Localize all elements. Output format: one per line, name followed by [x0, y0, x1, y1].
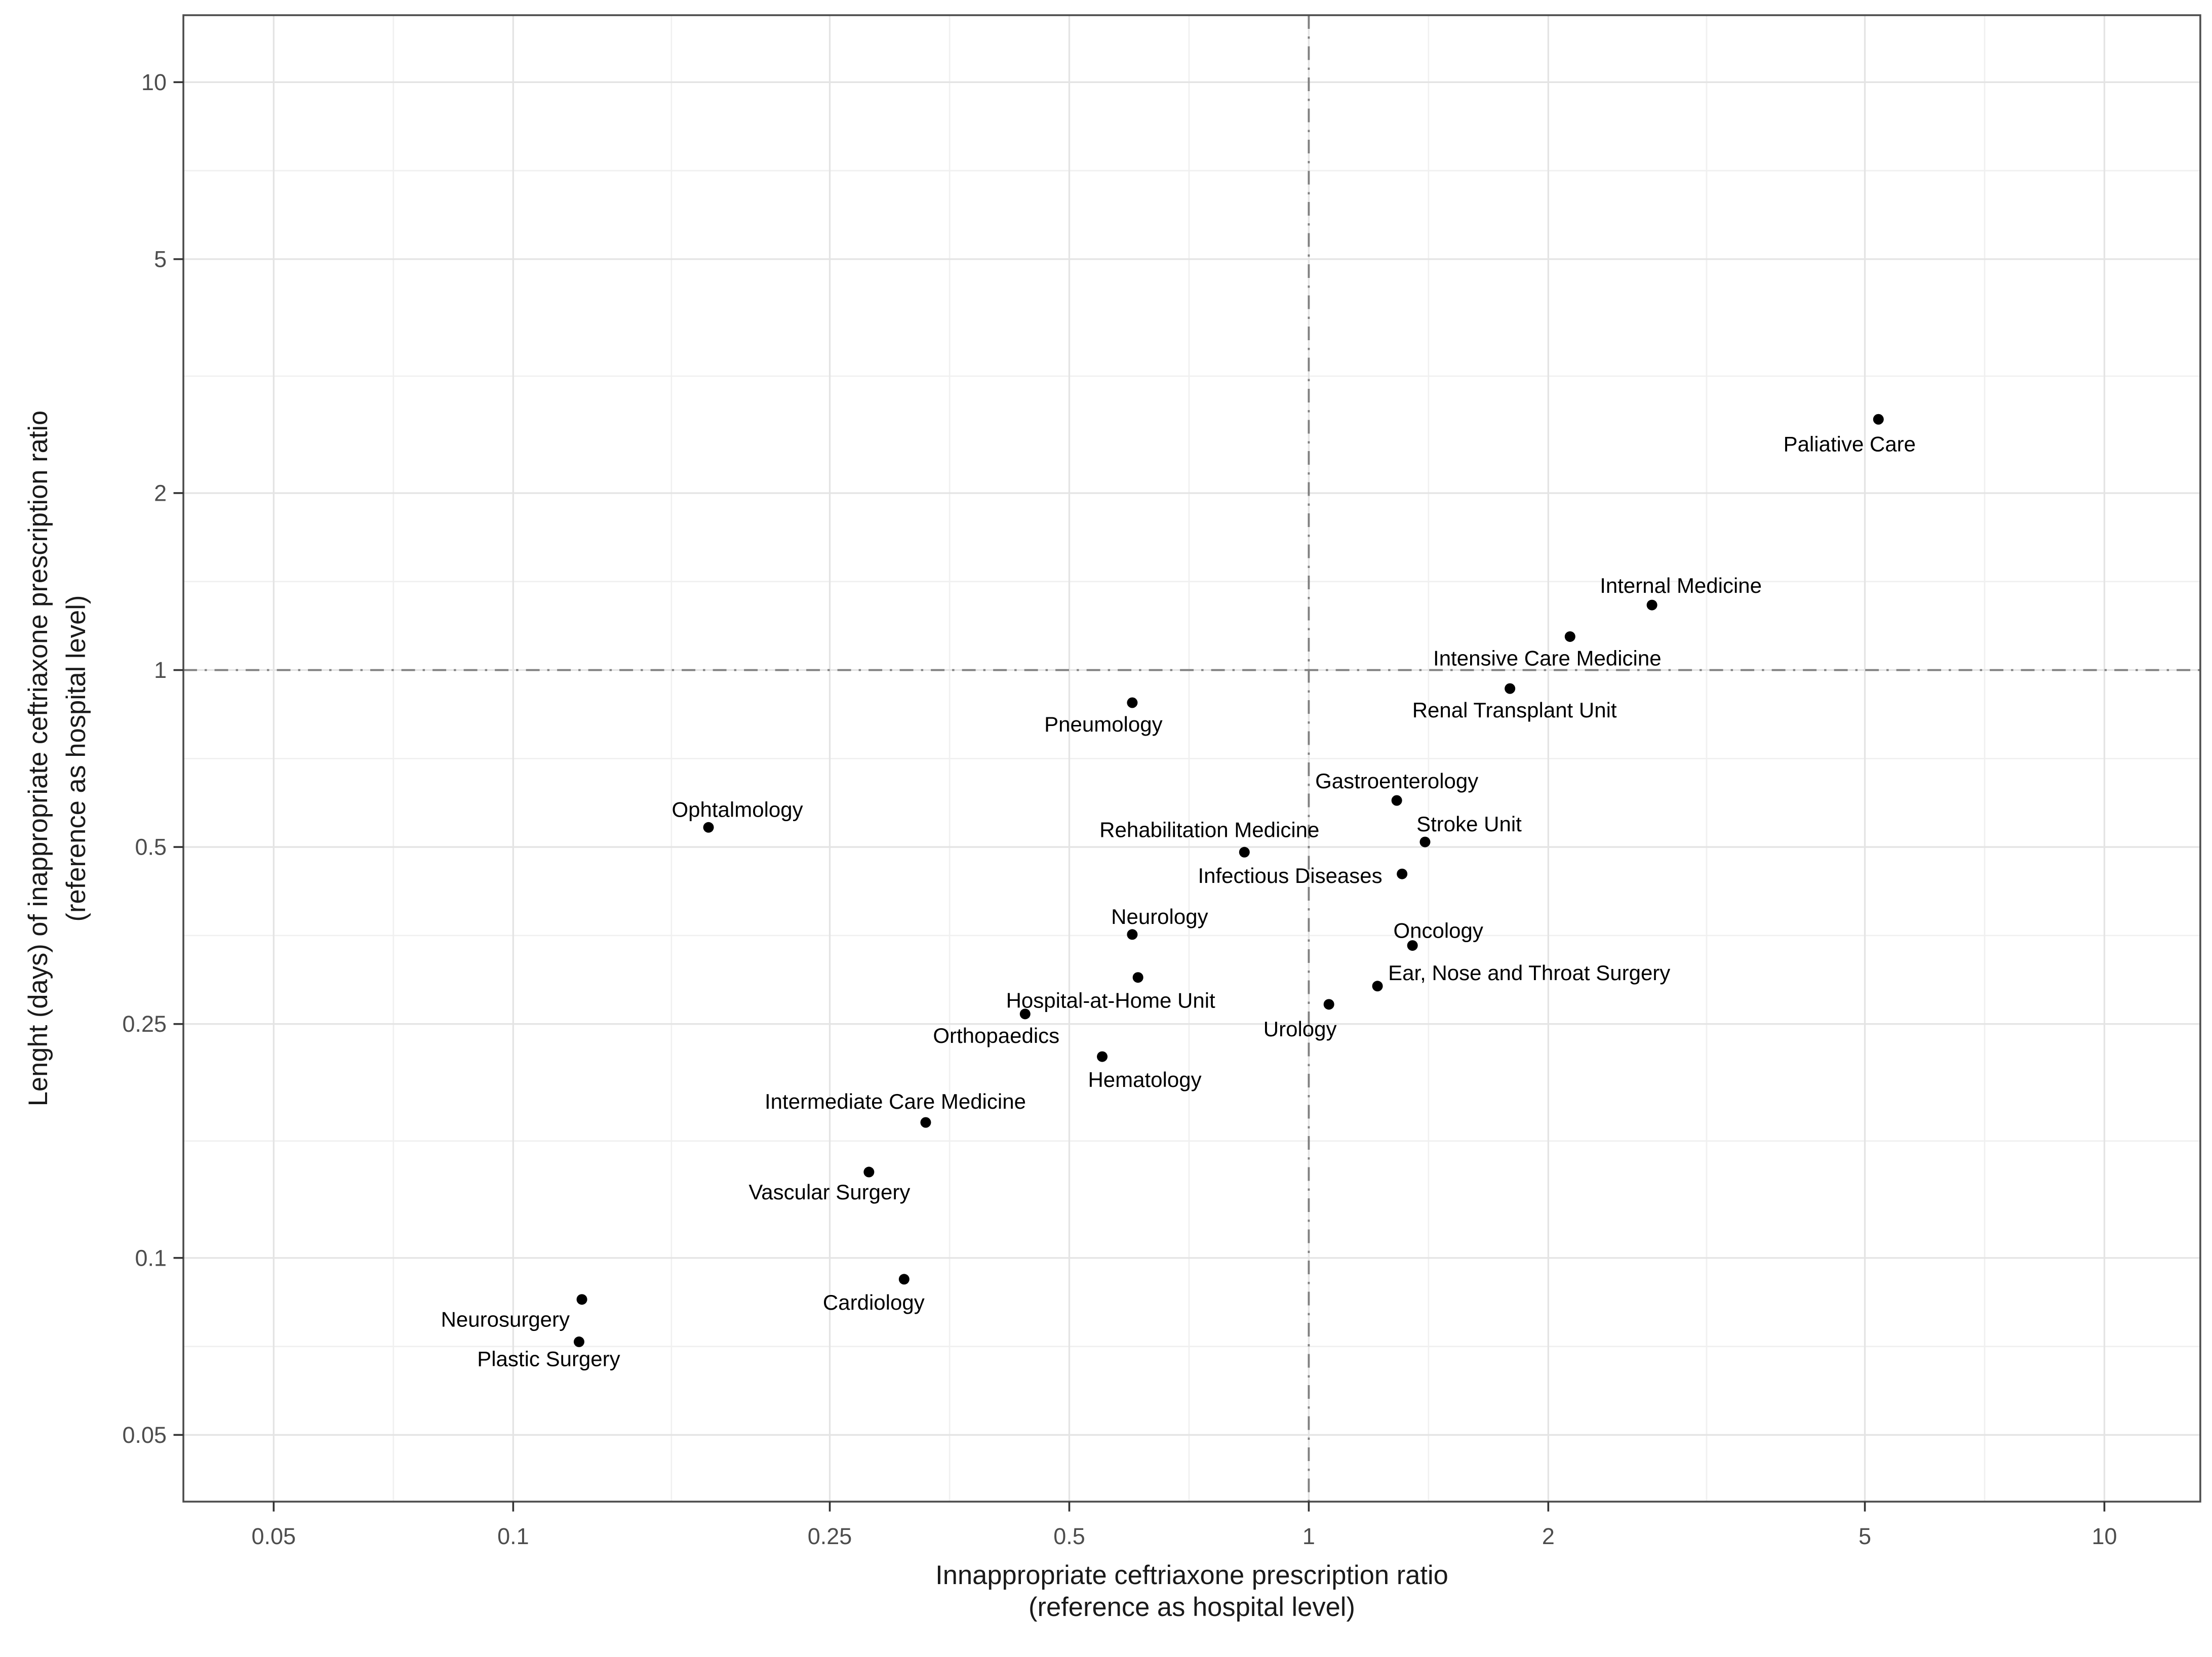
x-tick-label: 2 — [1542, 1523, 1555, 1549]
y-axis-title-line1: Lenght (days) of inappropriate ceftriaxo… — [23, 411, 53, 1107]
data-point-label: Plastic Surgery — [477, 1347, 620, 1370]
data-point-label: Neurosurgery — [441, 1308, 570, 1331]
data-point — [1391, 795, 1402, 806]
data-point-label: Renal Transplant Unit — [1412, 698, 1617, 722]
x-tick-label: 0.25 — [808, 1523, 852, 1549]
y-tick-label: 0.25 — [123, 1011, 167, 1037]
data-point — [1564, 631, 1575, 642]
x-axis-title-line2: (reference as hospital level) — [1029, 1592, 1355, 1622]
data-point — [1372, 981, 1383, 992]
data-point-label: Urology — [1263, 1017, 1337, 1041]
data-point — [1397, 868, 1408, 879]
data-point — [920, 1117, 931, 1128]
data-points — [573, 414, 1884, 1347]
data-point-label: Orthopaedics — [933, 1024, 1059, 1047]
y-tick-label: 5 — [154, 246, 167, 272]
data-point-label: Intermediate Care Medicine — [765, 1089, 1026, 1113]
data-point — [576, 1294, 587, 1305]
x-tick-label: 0.05 — [252, 1523, 296, 1549]
y-tick-label: 1 — [154, 657, 167, 683]
data-point-label: Intensive Care Medicine — [1433, 646, 1662, 670]
data-point — [1646, 599, 1657, 611]
y-axis-tick-labels: 10 5 2 1 0.5 0.25 0.1 0.05 — [123, 69, 167, 1448]
data-point-label: Stroke Unit — [1416, 812, 1522, 836]
data-point — [1873, 414, 1884, 425]
axis-tick-marks — [173, 81, 2106, 1512]
data-point-label: Gastroenterology — [1315, 769, 1478, 793]
data-point — [1323, 999, 1334, 1010]
data-point-label: Cardiology — [823, 1290, 925, 1314]
data-point-label: Neurology — [1111, 905, 1208, 928]
data-point — [703, 822, 714, 833]
panel-border — [182, 14, 2201, 1503]
data-point-label: Ear, Nose and Throat Surgery — [1388, 961, 1670, 985]
data-point — [1419, 836, 1431, 847]
data-point — [1019, 1008, 1031, 1020]
data-point-label: Hematology — [1088, 1068, 1201, 1092]
data-point — [898, 1274, 910, 1285]
x-tick-label: 5 — [1859, 1523, 1871, 1549]
data-point-label: Vascular Surgery — [748, 1180, 910, 1204]
data-point-label: Internal Medicine — [1600, 574, 1762, 597]
y-axis-title-line2: (reference as hospital level) — [61, 595, 91, 922]
data-point — [1239, 846, 1250, 858]
x-tick-label: 0.1 — [497, 1523, 529, 1549]
data-point-label: Rehabilitation Medicine — [1099, 818, 1319, 841]
x-axis-tick-labels: 0.05 0.1 0.25 0.5 1 2 5 10 — [252, 1523, 2117, 1549]
data-point — [863, 1166, 875, 1178]
data-point — [1407, 940, 1418, 951]
data-point — [1127, 697, 1138, 708]
data-point-label: Infectious Diseases — [1198, 864, 1382, 887]
reference-lines — [183, 15, 2200, 1502]
data-point — [1097, 1051, 1108, 1062]
y-tick-label: 0.1 — [135, 1245, 167, 1271]
data-point-label: Hospital-at-Home Unit — [1006, 989, 1215, 1013]
y-tick-label: 10 — [141, 69, 167, 95]
major-gridlines — [183, 15, 2200, 1502]
y-tick-label: 0.05 — [123, 1422, 167, 1448]
data-point-label: Paliative Care — [1784, 432, 1916, 456]
data-point-label: Oncology — [1393, 919, 1483, 943]
x-tick-label: 10 — [2091, 1523, 2117, 1549]
x-tick-label: 1 — [1302, 1523, 1315, 1549]
data-point — [1127, 929, 1138, 940]
data-point — [573, 1336, 584, 1347]
data-point-label: Pneumology — [1044, 712, 1162, 736]
data-point-labels: Paliative Care Internal Medicine Intensive… — [441, 432, 1916, 1370]
x-tick-label: 0.5 — [1053, 1523, 1085, 1549]
x-axis-title-line1: Innappropriate ceftriaxone prescription … — [935, 1560, 1448, 1590]
data-point — [1132, 972, 1143, 983]
data-point-label: Ophtalmology — [672, 797, 803, 821]
y-tick-label: 2 — [154, 480, 167, 506]
data-point — [1505, 683, 1516, 694]
y-tick-label: 0.5 — [135, 834, 167, 860]
